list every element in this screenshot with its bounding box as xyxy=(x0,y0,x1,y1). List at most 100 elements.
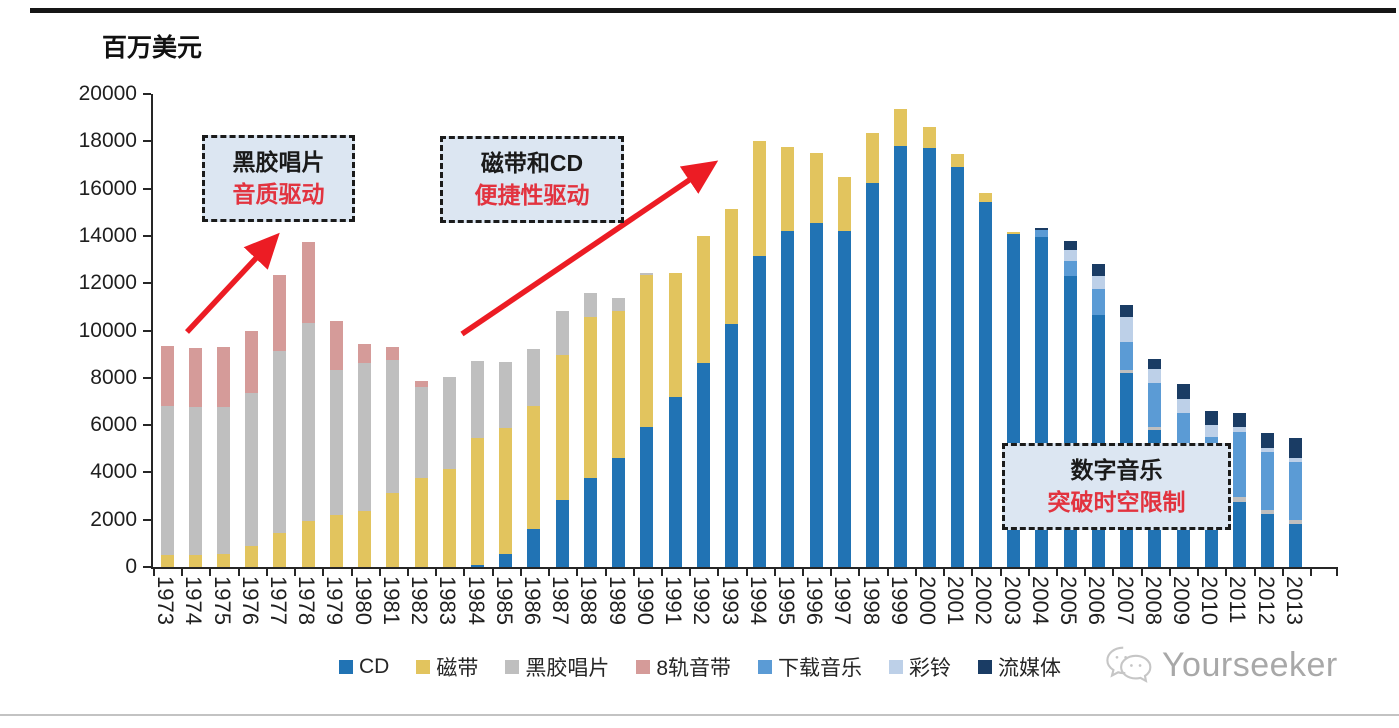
bar-1996 xyxy=(809,0,823,567)
x-axis-tick xyxy=(209,569,212,576)
bar-segment-CD xyxy=(583,478,597,567)
bar-segment-磁带 xyxy=(386,492,400,567)
x-axis-tick xyxy=(660,569,663,576)
legend-label: 8轨音带 xyxy=(656,657,732,680)
x-axis-tick xyxy=(1197,569,1200,576)
bar-1974 xyxy=(188,0,202,567)
annotation-cassette-cd-title: 磁带和CD xyxy=(480,150,584,177)
bar-segment-磁带 xyxy=(668,273,682,397)
bar-segment-流媒体 xyxy=(1204,410,1218,425)
bar-segment-磁带 xyxy=(188,555,202,567)
bar-1977 xyxy=(273,0,287,567)
y-axis-unit-label: 百万美元 xyxy=(102,34,203,62)
bar-segment-黑胶唱片 xyxy=(555,311,569,356)
bar-segment-黑胶唱片 xyxy=(386,360,400,493)
bar-segment-8轨音带 xyxy=(329,321,343,370)
legend-label: 磁带 xyxy=(436,657,479,680)
bar-segment-彩铃 xyxy=(1204,424,1218,438)
bar-segment-磁带 xyxy=(1007,232,1021,235)
y-axis-tick-label: 8000 xyxy=(90,365,137,389)
x-axis-tick xyxy=(1253,569,1256,576)
y-axis-tick-label: 0 xyxy=(125,555,137,578)
bar-segment-CD xyxy=(612,457,626,567)
bar-segment-黑胶唱片 xyxy=(471,361,485,439)
x-axis-label-1984: 1984 xyxy=(463,576,489,625)
bar-2011 xyxy=(1232,0,1246,567)
bar-segment-黑胶唱片 xyxy=(499,362,513,428)
legend-swatch-icon xyxy=(758,660,773,674)
bar-1979 xyxy=(329,0,343,567)
x-axis-label-1999: 1999 xyxy=(886,576,912,625)
watermark: Yourseeker xyxy=(1104,644,1338,686)
x-axis-label-2012: 2012 xyxy=(1253,576,1279,625)
x-axis-label-1985: 1985 xyxy=(491,576,517,625)
bar-segment-磁带 xyxy=(612,311,626,458)
bar-segment-磁带 xyxy=(499,427,513,554)
y-axis-tick xyxy=(143,376,151,379)
bar-segment-黑胶唱片 xyxy=(245,392,259,546)
annotation-digital-subtitle: 突破时空限制 xyxy=(1047,488,1186,515)
legend-item-8轨音带: 8轨音带 xyxy=(636,652,731,682)
bar-1985 xyxy=(499,0,513,567)
x-axis-tick xyxy=(1225,569,1228,576)
bar-segment-磁带 xyxy=(245,545,259,567)
bar-segment-磁带 xyxy=(217,553,231,567)
bar-1990 xyxy=(640,0,654,567)
legend-item-磁带: 磁带 xyxy=(416,652,478,682)
y-axis-tick xyxy=(143,329,151,332)
bar-segment-磁带 xyxy=(414,478,428,567)
bar-segment-彩铃 xyxy=(1148,369,1162,383)
x-axis-label-2002: 2002 xyxy=(971,576,997,625)
bar-segment-下载音乐 xyxy=(1035,230,1049,238)
x-axis-tick xyxy=(322,569,325,576)
y-axis-tick xyxy=(143,187,151,190)
x-axis-tick xyxy=(406,569,409,576)
bar-1995 xyxy=(781,0,795,567)
y-axis-tick-label: 20000 xyxy=(78,82,137,105)
bar-segment-磁带 xyxy=(837,177,851,231)
bar-segment-CD xyxy=(866,183,880,567)
x-axis-label-2009: 2009 xyxy=(1169,576,1194,625)
x-axis-label-1993: 1993 xyxy=(717,576,743,625)
x-axis-tick xyxy=(1336,569,1338,576)
x-axis-tick xyxy=(519,569,522,576)
bar-segment-磁带 xyxy=(753,141,767,256)
bar-segment-8轨音带 xyxy=(386,347,400,361)
bar-segment-磁带 xyxy=(301,520,315,567)
bar-segment-8轨音带 xyxy=(273,274,287,352)
bar-segment-CD xyxy=(922,148,936,567)
x-axis-tick xyxy=(1056,569,1059,576)
bar-segment-黑胶唱片 xyxy=(273,351,287,533)
bar-segment-磁带 xyxy=(809,152,823,223)
x-axis-tick xyxy=(1310,569,1312,576)
bar-segment-彩铃 xyxy=(1176,398,1190,413)
x-axis-label-2007: 2007 xyxy=(1112,576,1138,625)
bar-segment-流媒体 xyxy=(1063,241,1077,251)
x-axis-label-1974: 1974 xyxy=(181,576,207,625)
bar-segment-CD xyxy=(555,500,569,567)
x-axis-tick xyxy=(914,569,917,576)
x-axis-tick xyxy=(1168,569,1171,576)
bar-2012 xyxy=(1261,0,1275,567)
bar-segment-磁带 xyxy=(527,406,541,530)
bar-segment-黑胶唱片 xyxy=(583,293,597,317)
x-axis-label-1979: 1979 xyxy=(322,576,348,625)
bar-segment-8轨音带 xyxy=(245,330,259,393)
bar-segment-黑胶唱片 xyxy=(329,369,343,515)
x-axis-tick xyxy=(971,569,974,576)
x-axis-tick xyxy=(576,569,579,576)
x-axis-label-2003: 2003 xyxy=(999,576,1025,625)
x-axis-label-1989: 1989 xyxy=(604,576,630,625)
bar-segment-下载音乐 xyxy=(1148,383,1162,427)
bar-segment-下载音乐 xyxy=(1289,461,1303,520)
x-axis-tick xyxy=(265,569,268,576)
x-axis-tick xyxy=(1140,569,1143,576)
legend-swatch-icon xyxy=(338,660,353,674)
bar-segment-彩铃 xyxy=(1289,457,1303,462)
x-axis-tick xyxy=(435,569,438,576)
bar-segment-8轨音带 xyxy=(160,346,174,406)
bar-segment-彩铃 xyxy=(1063,250,1077,261)
bar-segment-黑胶唱片 xyxy=(527,348,541,407)
bar-segment-黑胶唱片 xyxy=(160,405,174,556)
bar-1986 xyxy=(527,0,541,567)
